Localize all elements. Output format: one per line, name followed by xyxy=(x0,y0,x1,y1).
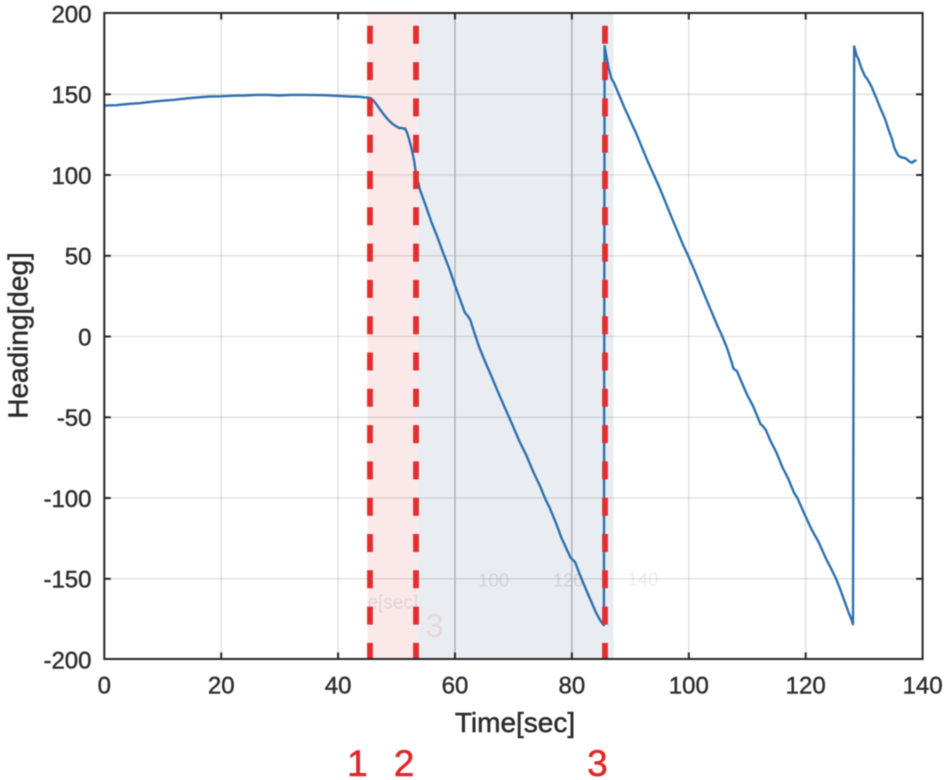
svg-text:-50: -50 xyxy=(57,405,92,432)
svg-text:3: 3 xyxy=(425,607,443,644)
svg-text:-200: -200 xyxy=(43,647,91,674)
svg-text:-150: -150 xyxy=(43,567,91,594)
svg-text:0: 0 xyxy=(78,324,91,351)
svg-text:50: 50 xyxy=(65,244,92,271)
svg-text:200: 200 xyxy=(51,1,91,28)
svg-text:80: 80 xyxy=(559,673,586,700)
svg-text:120: 120 xyxy=(786,673,826,700)
svg-text:150: 150 xyxy=(51,82,91,109)
svg-text:100: 100 xyxy=(669,673,709,700)
svg-text:140: 140 xyxy=(628,569,659,590)
svg-text:Time[sec]: Time[sec] xyxy=(455,707,575,738)
svg-text:40: 40 xyxy=(325,673,352,700)
svg-text:140: 140 xyxy=(903,673,943,700)
svg-text:0: 0 xyxy=(98,673,111,700)
svg-text:Heading[deg]: Heading[deg] xyxy=(3,252,34,419)
svg-text:20: 20 xyxy=(208,673,235,700)
svg-text:120: 120 xyxy=(553,570,584,591)
svg-text:2: 2 xyxy=(394,743,415,780)
svg-text:3: 3 xyxy=(587,743,608,780)
svg-text:100: 100 xyxy=(478,570,509,591)
svg-text:1: 1 xyxy=(347,743,368,780)
svg-text:60: 60 xyxy=(442,673,469,700)
svg-text:100: 100 xyxy=(51,163,91,190)
svg-text:e[sec]: e[sec] xyxy=(367,593,418,614)
svg-text:-100: -100 xyxy=(43,486,91,513)
